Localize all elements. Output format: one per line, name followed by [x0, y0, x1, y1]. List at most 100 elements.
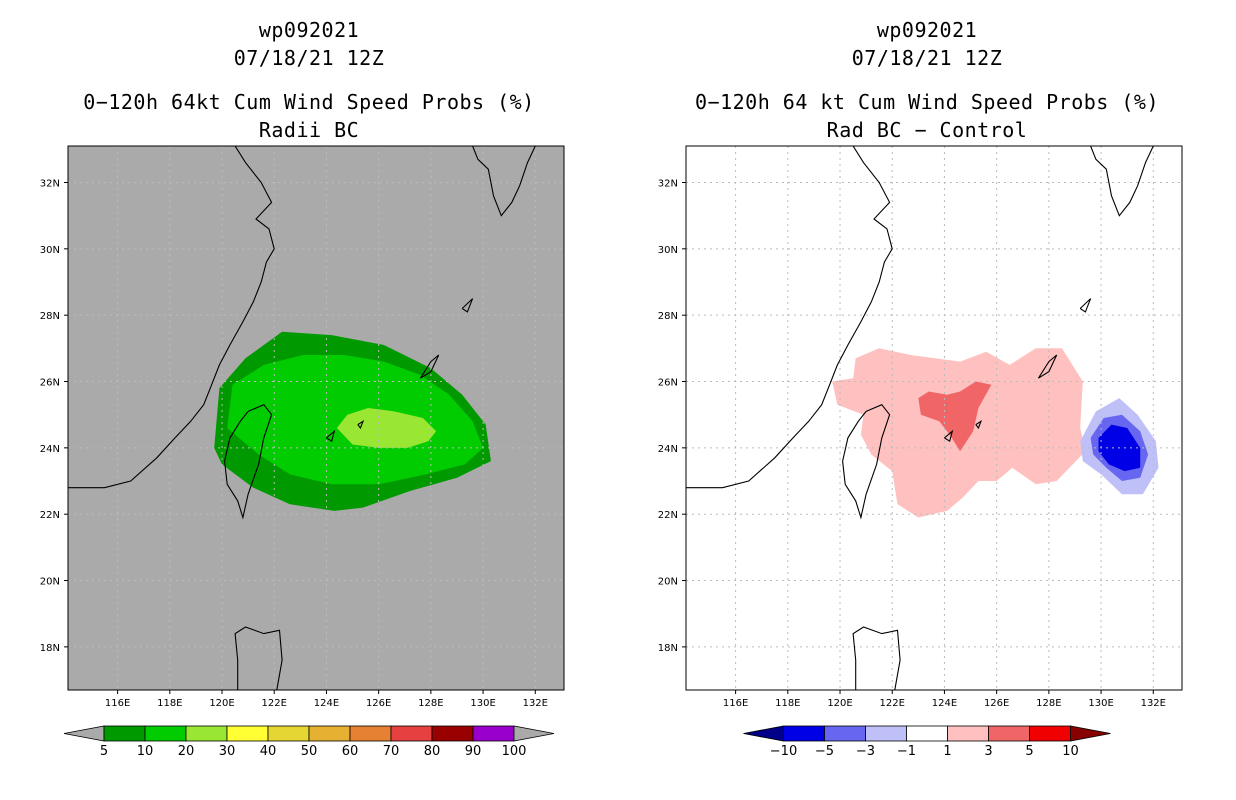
x-tick-label: 120E	[209, 698, 234, 709]
storm-id: wp092021	[876, 18, 978, 42]
jeju-coastline	[1002, 133, 1020, 143]
y-tick-label: 18N	[40, 643, 60, 654]
ishigaki-island-coastline	[326, 429, 336, 443]
plot-area	[686, 133, 1182, 690]
y-tick-label: 24N	[40, 444, 60, 455]
colorbar-label: 100	[502, 744, 527, 759]
x-tick-label: 124E	[314, 698, 339, 709]
valid-datetime: 07/18/21 12Z	[851, 46, 1003, 70]
colorbar-swatch	[783, 725, 825, 742]
panel-radii-bc: wp092021 07/18/21 12Z 0−120h 64kt Cum Wi…	[40, 18, 565, 759]
china-coastline	[686, 146, 893, 489]
x-tick-label: 122E	[880, 698, 905, 709]
kyushu-coastline	[472, 146, 536, 217]
colorbar-label: −1	[897, 744, 916, 759]
y-tick-label: 30N	[40, 245, 60, 256]
x-tick-label: 118E	[775, 698, 800, 709]
colorbar-label: 60	[342, 744, 359, 759]
colorbar-label: 5	[100, 744, 108, 759]
wind-prob-difference-map: 116E 118E 120E 122E 124E 126E 128E 130E 132E 18N 2…	[658, 133, 1183, 759]
colorbar-swatch	[824, 725, 866, 742]
x-tick-label: 132E	[523, 698, 548, 709]
colorbar-swatch	[472, 725, 515, 742]
colorbar-label: −5	[815, 744, 834, 759]
colorbar-label: 30	[219, 744, 236, 759]
colorbar-under-arrow	[743, 725, 784, 742]
x-tick-label: 118E	[157, 698, 182, 709]
colorbar-swatch	[906, 725, 948, 742]
x-tick-label: 126E	[984, 698, 1009, 709]
colorbar-label: 90	[465, 744, 482, 759]
x-tick-label: 128E	[418, 698, 443, 709]
colorbar-over-arrow	[1070, 725, 1111, 742]
colorbar-label: 70	[383, 744, 400, 759]
ryukyu-islands-coastline	[1037, 354, 1058, 379]
colorbar-swatch	[947, 725, 989, 742]
plot-area	[68, 133, 564, 690]
x-tick-label: 130E	[470, 698, 495, 709]
y-tick-label: 18N	[658, 643, 678, 654]
x-tick-label: 132E	[1141, 698, 1166, 709]
colorbar-swatch	[185, 725, 228, 742]
colorbar-swatch	[308, 725, 351, 742]
colorbar-swatch	[144, 725, 187, 742]
x-tick-label: 120E	[827, 698, 852, 709]
plot-frame	[67, 145, 565, 691]
taiwan-coastline	[224, 404, 273, 520]
chart-subtitle: Rad BC − Control	[826, 118, 1028, 142]
y-tick-label: 28N	[658, 311, 678, 322]
ishigaki-island-coastline	[944, 429, 954, 443]
y-tick-label: 24N	[658, 444, 678, 455]
y-tick-label: 32N	[40, 178, 60, 189]
wind-prob-map: 116E 118E 120E 122E 124E 126E 128E 130E 132E 18N 2…	[40, 133, 565, 759]
x-tick-label: 130E	[1088, 698, 1113, 709]
x-tick-label: 124E	[932, 698, 957, 709]
colorbar-under-arrow	[63, 725, 105, 742]
colorbar-label: 5	[1025, 744, 1033, 759]
chart-title: 0−120h 64kt Cum Wind Speed Probs (%)	[83, 90, 535, 114]
amami-islands-coastline	[1079, 298, 1092, 313]
colorbar-label: 80	[424, 744, 441, 759]
y-tick-label: 28N	[40, 311, 60, 322]
colorbar-label: −10	[770, 744, 797, 759]
jeju-coastline	[384, 133, 402, 143]
x-tick-label: 128E	[1036, 698, 1061, 709]
colorbar-swatch	[103, 725, 146, 742]
valid-datetime: 07/18/21 12Z	[233, 46, 385, 70]
colorbar-label: 50	[301, 744, 318, 759]
y-tick-label: 30N	[658, 245, 678, 256]
colorbar-label: 3	[984, 744, 992, 759]
chart-subtitle: Radii BC	[258, 118, 360, 142]
china-coastline	[68, 146, 275, 489]
colorbar-over-arrow	[513, 725, 555, 742]
y-tick-label: 20N	[658, 577, 678, 588]
taiwan-coastline	[842, 404, 891, 520]
luzon-coastline	[234, 626, 283, 690]
amami-islands-coastline	[461, 298, 474, 313]
colorbar-swatch	[390, 725, 433, 742]
colorbar-label: 1	[943, 744, 951, 759]
colorbar-label: 10	[1062, 744, 1079, 759]
colorbar-swatch	[988, 725, 1030, 742]
plot-frame	[685, 145, 1183, 691]
y-tick-label: 26N	[40, 378, 60, 389]
colorbar-label: −3	[856, 744, 875, 759]
colorbar-label: 10	[137, 744, 154, 759]
colorbar-swatch	[267, 725, 310, 742]
colorbar-swatch	[226, 725, 269, 742]
y-tick-label: 22N	[658, 510, 678, 521]
contour-fill-3-5	[918, 381, 992, 452]
storm-id: wp092021	[258, 18, 360, 42]
colorbar-label: 20	[178, 744, 195, 759]
colorbar-swatch	[1029, 725, 1071, 742]
contour-fill-20-30	[336, 408, 437, 448]
luzon-coastline	[852, 626, 901, 690]
colorbar-swatch	[865, 725, 907, 742]
colorbar-label: 40	[260, 744, 277, 759]
y-tick-label: 20N	[40, 577, 60, 588]
miyako-island-coastline	[357, 419, 365, 430]
kyushu-coastline	[1090, 146, 1154, 217]
chart-title: 0−120h 64 kt Cum Wind Speed Probs (%)	[694, 90, 1160, 114]
y-tick-label: 32N	[658, 178, 678, 189]
x-tick-label: 116E	[723, 698, 748, 709]
